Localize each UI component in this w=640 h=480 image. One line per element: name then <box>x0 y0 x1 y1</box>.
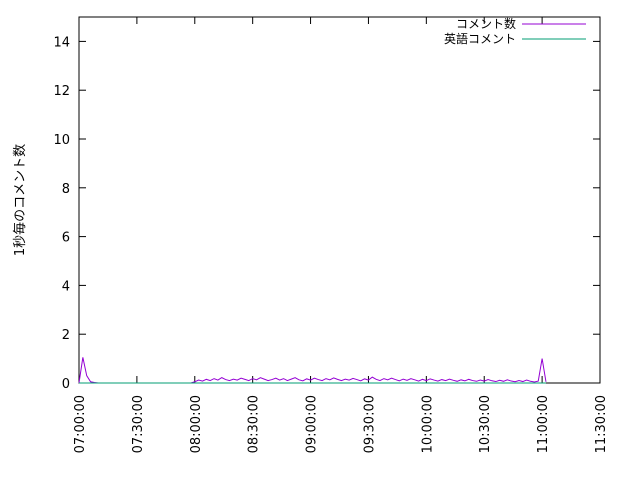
x-tick-label: 09:30:00 <box>362 395 377 453</box>
x-axis-ticks: 07:00:00 07:30:00 08:00:00 08:30:00 09:00:00… <box>73 17 609 453</box>
legend-label-1: 英語コメント <box>444 31 516 46</box>
legend-label-0: コメント数 <box>456 16 516 31</box>
plot-frame <box>78 16 601 384</box>
x-tick-label: 07:30:00 <box>131 395 146 453</box>
x-tick-label: 11:30:00 <box>594 395 609 453</box>
y-tick-label: 6 <box>62 231 70 246</box>
y-tick-label: 0 <box>62 377 70 392</box>
x-tick-label: 08:00:00 <box>189 395 204 453</box>
series-layer <box>78 357 547 384</box>
x-tick-label: 08:30:00 <box>247 395 262 453</box>
y-tick-label: 14 <box>53 35 70 50</box>
series-line-0 <box>78 357 547 384</box>
x-tick-label: 07:00:00 <box>73 395 88 453</box>
y-axis-title: 1秒毎のコメント数 <box>12 144 28 256</box>
y-tick-label: 2 <box>62 328 70 343</box>
y-axis-ticks: 0 2 4 6 8 10 12 14 <box>53 35 600 392</box>
x-tick-label: 11:00:00 <box>536 395 551 453</box>
y-tick-label: 12 <box>53 84 70 99</box>
y-tick-label: 8 <box>62 182 70 197</box>
x-tick-label: 10:30:00 <box>478 395 493 453</box>
x-tick-label: 10:00:00 <box>420 395 435 453</box>
y-tick-label: 4 <box>62 279 70 294</box>
y-tick-label: 10 <box>53 133 70 148</box>
x-tick-label: 09:00:00 <box>305 395 320 453</box>
